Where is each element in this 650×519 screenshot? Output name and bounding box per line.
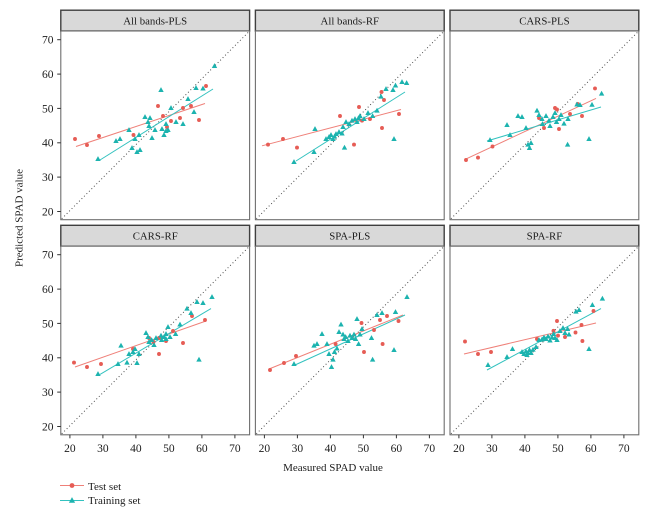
svg-text:70: 70 <box>424 443 436 455</box>
svg-text:Predicted SPAD value: Predicted SPAD value <box>14 169 26 267</box>
svg-text:50: 50 <box>552 443 564 455</box>
svg-text:Test set: Test set <box>88 481 121 493</box>
svg-text:50: 50 <box>42 103 54 115</box>
svg-text:50: 50 <box>42 318 54 330</box>
svg-text:30: 30 <box>292 443 304 455</box>
svg-text:Training set: Training set <box>88 495 140 507</box>
svg-text:CARS-RF: CARS-RF <box>133 231 178 243</box>
svg-text:20: 20 <box>64 443 76 455</box>
svg-text:50: 50 <box>163 443 175 455</box>
svg-text:60: 60 <box>42 284 54 296</box>
svg-text:Measured SPAD value: Measured SPAD value <box>283 462 383 474</box>
svg-text:70: 70 <box>618 443 630 455</box>
svg-text:60: 60 <box>391 443 403 455</box>
svg-text:30: 30 <box>42 172 54 184</box>
svg-text:70: 70 <box>42 35 54 47</box>
svg-text:20: 20 <box>42 421 54 433</box>
svg-text:All bands-PLS: All bands-PLS <box>123 15 187 27</box>
svg-text:All bands-RF: All bands-RF <box>321 15 380 27</box>
svg-text:20: 20 <box>453 443 465 455</box>
svg-text:20: 20 <box>42 206 54 218</box>
svg-text:70: 70 <box>42 250 54 262</box>
svg-text:30: 30 <box>42 387 54 399</box>
svg-text:40: 40 <box>519 443 531 455</box>
svg-text:40: 40 <box>130 443 142 455</box>
svg-text:30: 30 <box>486 443 498 455</box>
svg-text:40: 40 <box>325 443 337 455</box>
svg-text:50: 50 <box>358 443 370 455</box>
svg-text:CARS-PLS: CARS-PLS <box>519 15 569 27</box>
svg-text:60: 60 <box>585 443 597 455</box>
svg-text:70: 70 <box>229 443 241 455</box>
svg-text:60: 60 <box>42 69 54 81</box>
svg-text:40: 40 <box>42 138 54 150</box>
svg-text:SPA-PLS: SPA-PLS <box>329 231 370 243</box>
svg-text:20: 20 <box>259 443 271 455</box>
svg-text:30: 30 <box>97 443 109 455</box>
svg-text:40: 40 <box>42 353 54 365</box>
svg-text:60: 60 <box>196 443 208 455</box>
svg-text:SPA-RF: SPA-RF <box>527 231 563 243</box>
